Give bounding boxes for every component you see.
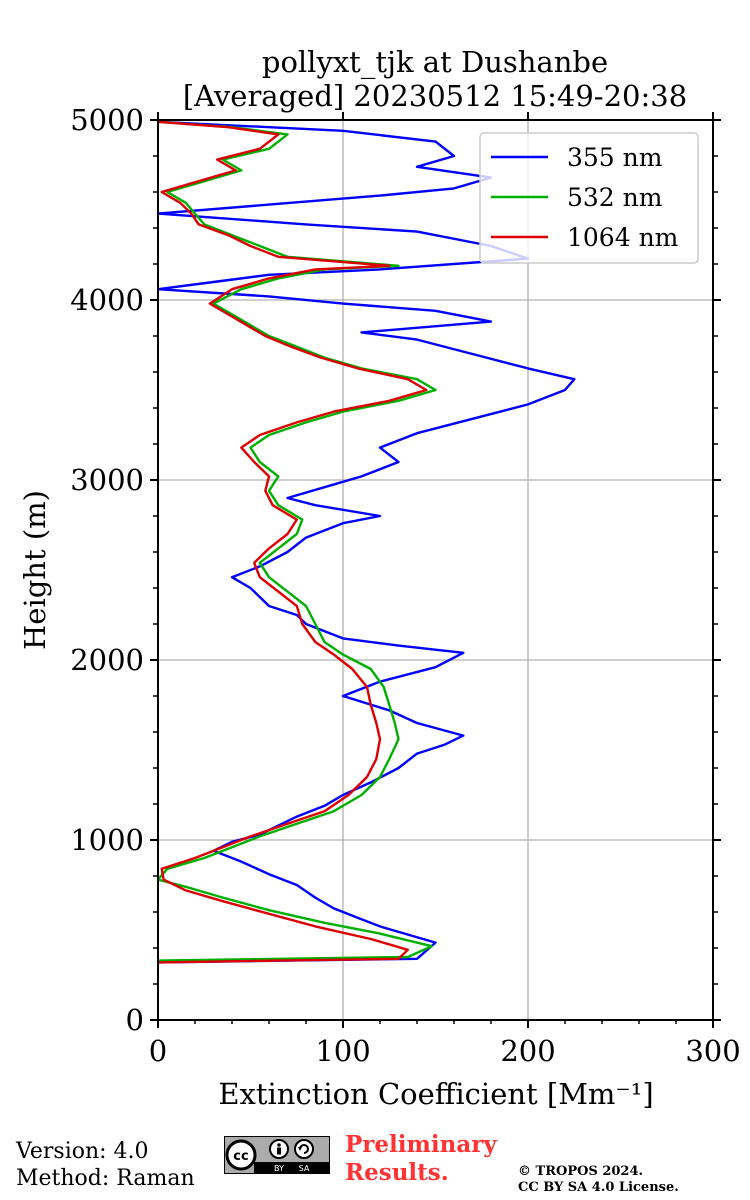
copyright-note: © TROPOS 2024. CC BY SA 4.0 License. xyxy=(518,1164,679,1196)
y-tick-label: 4000 xyxy=(70,283,144,317)
copyright-line2: CC BY SA 4.0 License. xyxy=(518,1180,679,1195)
svg-text:cc: cc xyxy=(233,1149,248,1164)
footer-info: Version: 4.0 Method: Raman xyxy=(16,1138,195,1192)
preliminary-line2: Results. xyxy=(345,1159,449,1186)
legend-label-3: 1064 nm xyxy=(567,223,679,252)
x-tick-label: 0 xyxy=(149,1034,167,1068)
chart-title-line2: [Averaged] 20230512 15:49-20:38 xyxy=(183,79,687,113)
cc-license-badge: cc BY SA xyxy=(224,1136,330,1174)
copyright-line1: © TROPOS 2024. xyxy=(518,1164,644,1179)
by-label: BY xyxy=(274,1164,284,1173)
y-tick-label: 3000 xyxy=(70,463,144,497)
by-icon xyxy=(269,1139,289,1159)
extinction-profile-chart: pollyxt_tjk at Dushanbe [Averaged] 20230… xyxy=(18,45,741,1111)
legend: 355 nm 532 nm 1064 nm xyxy=(479,132,699,264)
legend-label-1: 355 nm xyxy=(567,143,663,172)
x-axis-label: Extinction Coefficient [Mm⁻¹] xyxy=(218,1077,653,1111)
plot-frame xyxy=(157,119,714,1021)
x-tick-label: 200 xyxy=(500,1034,555,1068)
x-tick-label: 100 xyxy=(315,1034,370,1068)
y-axis-label: Height (m) xyxy=(18,490,52,650)
legend-label-2: 532 nm xyxy=(567,183,663,212)
axis-ticks xyxy=(150,112,721,1028)
preliminary-results-note: Preliminary Results. xyxy=(345,1131,497,1187)
cc-icon: cc xyxy=(225,1139,257,1171)
series-line-2 xyxy=(158,120,437,962)
y-tick-label: 0 xyxy=(126,1003,144,1037)
version-text: Version: 4.0 xyxy=(16,1139,149,1164)
method-text: Method: Raman xyxy=(16,1166,195,1191)
y-tick-label: 1000 xyxy=(70,823,144,857)
y-tick-label: 2000 xyxy=(70,643,144,677)
legend-box xyxy=(479,132,699,264)
preliminary-line1: Preliminary xyxy=(345,1131,497,1158)
y-tick-label: 5000 xyxy=(70,103,144,137)
chart-title-line1: pollyxt_tjk at Dushanbe xyxy=(262,45,608,80)
sa-label: SA xyxy=(299,1164,310,1173)
sa-icon xyxy=(294,1139,314,1159)
x-tick-label: 300 xyxy=(685,1034,740,1068)
series-line-3 xyxy=(158,120,428,964)
